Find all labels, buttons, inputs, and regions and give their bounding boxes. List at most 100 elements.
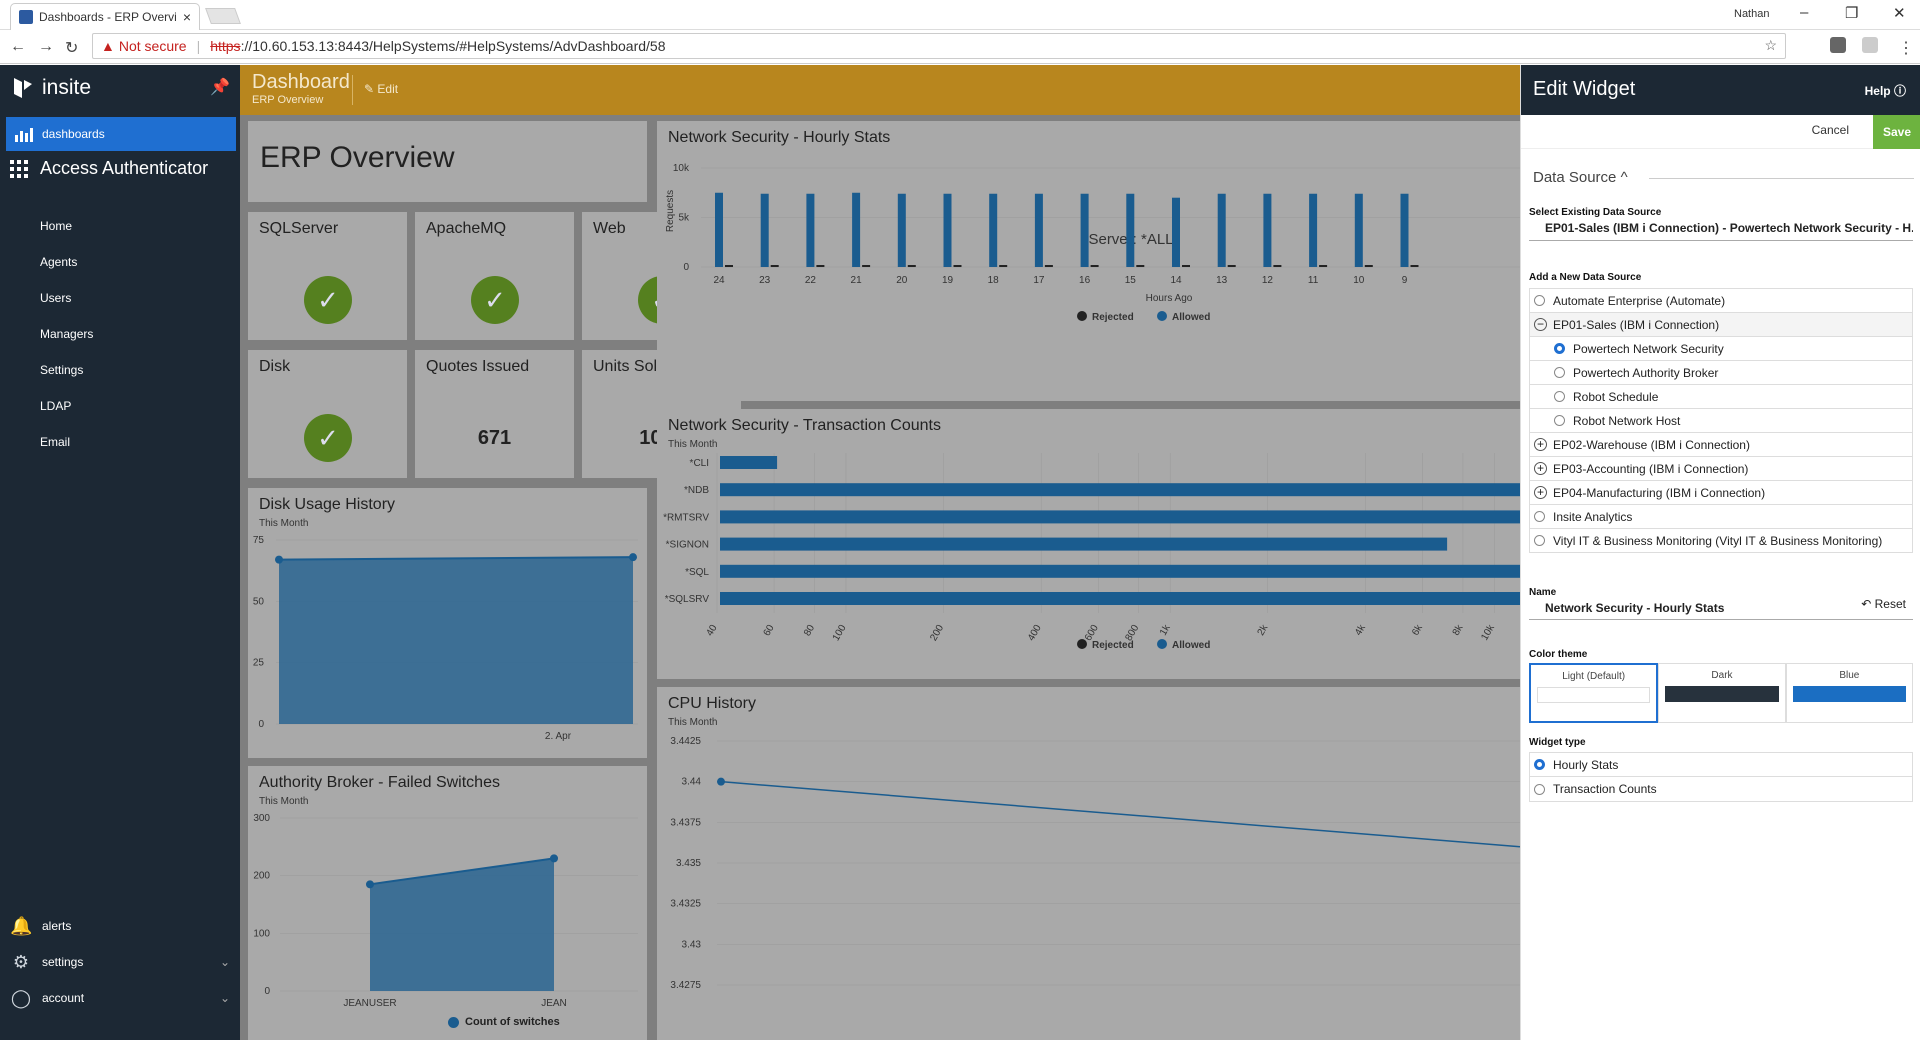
sidebar-settings[interactable]: ⚙ settings ⌄ — [10, 951, 230, 973]
theme-light[interactable]: Light (Default) — [1529, 663, 1659, 723]
edit-button[interactable]: ✎ Edit — [364, 82, 398, 96]
help-link[interactable]: Help ⓘ — [1865, 82, 1906, 99]
x-tick-label: 10k — [1479, 622, 1497, 642]
legend-item[interactable]: Count of switches — [448, 1016, 560, 1028]
data-source-item[interactable]: Robot Network Host — [1530, 409, 1912, 433]
sidebar-item-managers[interactable]: Managers — [40, 327, 94, 341]
data-source-section[interactable]: Data Source ^ — [1533, 169, 1628, 186]
extension-icon-2[interactable] — [1862, 37, 1878, 53]
panel-actions: Cancel Save — [1521, 115, 1920, 149]
data-source-item[interactable]: Vityl IT & Business Monitoring (Vityl IT… — [1530, 529, 1912, 553]
close-tab-icon[interactable]: × — [182, 9, 191, 25]
data-source-item[interactable]: − EP01-Sales (IBM i Connection) — [1530, 313, 1912, 337]
sidebar-alerts[interactable]: 🔔 alerts — [10, 915, 230, 937]
theme-label: Light (Default) — [1562, 671, 1626, 682]
data-source-label: EP01-Sales (IBM i Connection) — [1553, 317, 1720, 332]
dashboard-title-card[interactable]: ERP Overview — [248, 121, 647, 202]
x-tick-label: 22 — [805, 275, 817, 286]
data-source-item[interactable]: Powertech Authority Broker — [1530, 361, 1912, 385]
bar-allowed — [852, 192, 861, 267]
hourly-stats-widget[interactable]: Network Security - Hourly Stats Server: … — [657, 121, 1520, 401]
close-window-icon[interactable]: ✕ — [1893, 5, 1906, 22]
data-source-item[interactable]: + EP04-Manufacturing (IBM i Connection) — [1530, 481, 1912, 505]
y-tick-label: 3.4325 — [670, 899, 701, 910]
forward-icon[interactable]: → — [38, 38, 54, 55]
widget-title: Authority Broker - Failed Switches — [259, 774, 500, 791]
theme-blue[interactable]: Blue — [1785, 663, 1913, 723]
disk-usage-widget[interactable]: Disk Usage History This Month 0 25 50 75 2. … — [248, 488, 647, 758]
sidebar-item-agents[interactable]: Agents — [40, 255, 78, 269]
panel-title: Edit Widget — [1533, 78, 1636, 100]
sidebar-item-settings[interactable]: Settings — [40, 363, 84, 377]
theme-dark[interactable]: Dark — [1658, 663, 1786, 723]
y-tick-label: 3.4375 — [670, 817, 701, 828]
back-icon[interactable]: ← — [10, 38, 26, 55]
pin-icon[interactable]: 📌 — [210, 79, 230, 96]
save-button[interactable]: Save — [1873, 115, 1920, 149]
not-secure-label[interactable]: Not secure — [118, 38, 187, 54]
widget-name-input[interactable]: Network Security - Hourly Stats — [1529, 598, 1913, 620]
bar-allowed — [897, 193, 906, 267]
cpu-history-widget[interactable]: CPU History This Month 3.4275 3.43 3.4325 3… — [657, 687, 1520, 1040]
tile-sqlserver[interactable]: SQLServer ✓ — [248, 212, 407, 340]
reload-icon[interactable]: ↻ — [65, 40, 79, 57]
bookmark-star-icon[interactable]: ☆ — [1764, 37, 1777, 53]
profile-name[interactable]: Nathan — [1734, 8, 1770, 20]
browser-menu-icon[interactable]: ⋮ — [1898, 40, 1914, 57]
tile-disk[interactable]: Disk ✓ — [248, 350, 407, 478]
x-tick-label: 9 — [1402, 275, 1408, 286]
y-tick-label: 0 — [258, 719, 264, 730]
data-source-item[interactable]: + EP02-Warehouse (IBM i Connection) — [1530, 433, 1912, 457]
bell-icon: 🔔 — [10, 916, 33, 936]
separator: | — [196, 38, 201, 54]
tile-apachemq[interactable]: ApacheMQ ✓ — [415, 212, 574, 340]
widget-type-hourly-stats[interactable]: Hourly Stats — [1530, 753, 1912, 777]
page-title: Dashboard — [252, 71, 350, 93]
x-tick-label: 400 — [1026, 623, 1044, 643]
theme-swatch — [1665, 686, 1779, 702]
sidebar-account[interactable]: ◯ account ⌄ — [10, 987, 230, 1009]
data-source-item[interactable]: + EP03-Accounting (IBM i Connection) — [1530, 457, 1912, 481]
pencil-icon: ✎ — [364, 82, 375, 96]
authority-broker-widget[interactable]: Authority Broker - Failed Switches This … — [248, 766, 647, 1040]
reset-button[interactable]: ↶ Reset — [1861, 597, 1906, 611]
radio-icon — [1534, 783, 1545, 795]
cancel-button[interactable]: Cancel — [1811, 123, 1849, 137]
data-source-item[interactable]: Robot Schedule — [1530, 385, 1912, 409]
widget-type-transaction-counts[interactable]: Transaction Counts — [1530, 777, 1912, 801]
bar-allowed — [1263, 193, 1272, 267]
collapse-icon: − — [1534, 318, 1547, 331]
minimize-icon[interactable]: – — [1800, 4, 1809, 21]
browser-tab-title: Dashboards - ERP Overvi — [39, 10, 177, 24]
bar-allowed — [806, 193, 815, 267]
sidebar-item-users[interactable]: Users — [40, 291, 72, 305]
brand[interactable]: insite — [0, 65, 240, 111]
x-tick-label: 60 — [762, 623, 777, 639]
sidebar-item-dashboards[interactable]: dashboards — [6, 117, 236, 151]
existing-data-source-select[interactable]: EP01-Sales (IBM i Connection) - Powertec… — [1529, 221, 1913, 241]
browser-tab[interactable]: Dashboards - ERP Overvi × — [10, 3, 200, 30]
new-tab-button[interactable] — [205, 8, 241, 24]
url-input[interactable]: ▲ Not secure | https ://10.60.153.13:844… — [92, 33, 1786, 59]
data-source-item[interactable]: Insite Analytics — [1530, 505, 1912, 529]
transaction-counts-widget[interactable]: Network Security - Transaction Counts Th… — [657, 409, 1520, 679]
brand-name: insite — [42, 76, 92, 99]
x-axis-label: Hours Ago — [1146, 293, 1193, 304]
sidebar-item-home[interactable]: Home — [40, 219, 73, 233]
sidebar-item-email[interactable]: Email — [40, 435, 71, 449]
extension-icon[interactable] — [1830, 37, 1846, 53]
expand-icon: + — [1534, 438, 1547, 451]
x-tick-label: 8k — [1451, 622, 1466, 638]
panel-header: Edit Widget Help ⓘ — [1521, 65, 1920, 115]
tile-quotes-issued[interactable]: Quotes Issued 671 — [415, 350, 574, 478]
data-source-label: Robot Network Host — [1573, 413, 1681, 428]
bar-rejected — [1410, 265, 1419, 268]
sidebar-item-ldap[interactable]: LDAP — [40, 399, 72, 413]
data-source-label: EP02-Warehouse (IBM i Connection) — [1553, 437, 1750, 452]
color-theme-picker: Light (Default) Dark Blue — [1529, 663, 1913, 723]
maximize-icon[interactable]: ❐ — [1845, 5, 1859, 22]
bar-rejected — [862, 265, 871, 268]
data-source-item[interactable]: Automate Enterprise (Automate) — [1530, 289, 1912, 313]
data-source-item[interactable]: Powertech Network Security — [1530, 337, 1912, 361]
app-name[interactable]: Access Authenticator — [10, 158, 208, 179]
